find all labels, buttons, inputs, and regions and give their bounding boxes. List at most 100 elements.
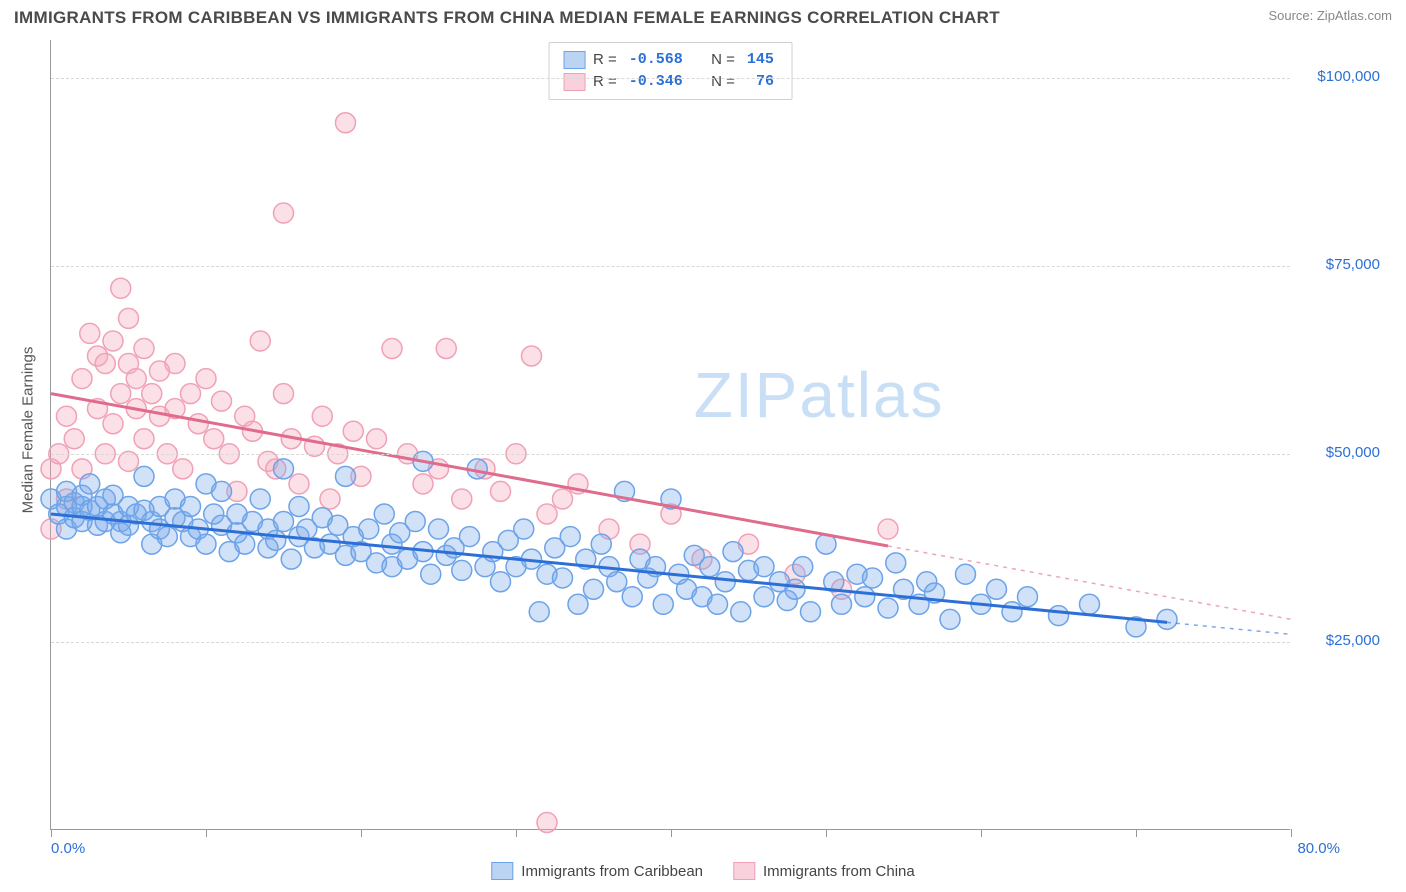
n-label: N =: [711, 71, 735, 93]
n-value-caribbean: 145: [743, 49, 778, 71]
data-point: [111, 384, 131, 404]
data-point: [537, 504, 557, 524]
data-point: [250, 489, 270, 509]
data-point: [343, 421, 363, 441]
data-point: [1049, 606, 1069, 626]
data-point: [491, 481, 511, 501]
data-point: [491, 572, 511, 592]
data-point: [793, 557, 813, 577]
data-point: [196, 369, 216, 389]
x-tick: [981, 829, 982, 837]
x-tick: [671, 829, 672, 837]
data-point: [421, 564, 441, 584]
data-point: [134, 338, 154, 358]
chart-title: IMMIGRANTS FROM CARIBBEAN VS IMMIGRANTS …: [14, 8, 1000, 28]
series-legend: Immigrants from Caribbean Immigrants fro…: [491, 862, 914, 880]
data-point: [119, 308, 139, 328]
y-tick-label: $100,000: [1317, 68, 1380, 85]
data-point: [1002, 602, 1022, 622]
plot-area: ZIPatlas R = -0.568 N = 145 R = -0.346 N…: [50, 40, 1290, 830]
n-label: N =: [711, 49, 735, 71]
data-point: [460, 527, 480, 547]
source-label: Source: ZipAtlas.com: [1268, 8, 1392, 23]
gridline: [51, 454, 1290, 455]
data-point: [57, 406, 77, 426]
data-point: [204, 429, 224, 449]
data-point: [312, 406, 332, 426]
data-point: [622, 587, 642, 607]
data-point: [165, 354, 185, 374]
trend-line-extrapolated: [1167, 622, 1291, 634]
data-point: [956, 564, 976, 584]
data-point: [863, 568, 883, 588]
data-point: [80, 323, 100, 343]
legend-swatch-china-icon: [733, 862, 755, 880]
data-point: [584, 579, 604, 599]
data-point: [235, 534, 255, 554]
data-point: [188, 414, 208, 434]
data-point: [126, 369, 146, 389]
data-point: [878, 519, 898, 539]
data-point: [987, 579, 1007, 599]
data-point: [266, 530, 286, 550]
legend-label-china: Immigrants from China: [763, 863, 915, 880]
data-point: [336, 466, 356, 486]
data-point: [1018, 587, 1038, 607]
data-point: [801, 602, 821, 622]
data-point: [336, 113, 356, 133]
data-point: [80, 474, 100, 494]
x-tick-label-right: 80.0%: [1297, 840, 1340, 857]
data-point: [359, 519, 379, 539]
data-point: [367, 429, 387, 449]
data-point: [289, 496, 309, 516]
data-point: [429, 519, 449, 539]
x-tick: [1291, 829, 1292, 837]
legend-swatch-caribbean-icon: [491, 862, 513, 880]
data-point: [754, 587, 774, 607]
data-point: [723, 542, 743, 562]
plot-svg: [51, 40, 1290, 829]
swatch-pink-icon: [563, 73, 585, 91]
data-point: [715, 572, 735, 592]
x-tick-label-left: 0.0%: [51, 840, 85, 857]
data-point: [537, 812, 557, 832]
data-point: [274, 512, 294, 532]
data-point: [181, 496, 201, 516]
data-point: [212, 391, 232, 411]
data-point: [607, 572, 627, 592]
data-point: [103, 331, 123, 351]
data-point: [405, 512, 425, 532]
legend-label-caribbean: Immigrants from Caribbean: [521, 863, 703, 880]
data-point: [436, 338, 456, 358]
gridline: [51, 78, 1290, 79]
data-point: [708, 594, 728, 614]
data-point: [196, 534, 216, 554]
x-tick: [516, 829, 517, 837]
data-point: [382, 338, 402, 358]
data-point: [173, 459, 193, 479]
data-point: [553, 489, 573, 509]
gridline: [51, 642, 1290, 643]
data-point: [514, 519, 534, 539]
r-value-caribbean: -0.568: [625, 49, 687, 71]
data-point: [591, 534, 611, 554]
x-tick: [1136, 829, 1137, 837]
data-point: [886, 553, 906, 573]
data-point: [940, 609, 960, 629]
stats-legend: R = -0.568 N = 145 R = -0.346 N = 76: [548, 42, 793, 100]
data-point: [700, 557, 720, 577]
data-point: [134, 429, 154, 449]
data-point: [274, 203, 294, 223]
data-point: [250, 331, 270, 351]
data-point: [320, 489, 340, 509]
data-point: [754, 557, 774, 577]
data-point: [1157, 609, 1177, 629]
data-point: [281, 549, 301, 569]
data-point: [157, 527, 177, 547]
data-point: [568, 594, 588, 614]
data-point: [374, 504, 394, 524]
data-point: [452, 489, 472, 509]
r-label: R =: [593, 71, 617, 93]
data-point: [103, 414, 123, 434]
x-tick: [51, 829, 52, 837]
